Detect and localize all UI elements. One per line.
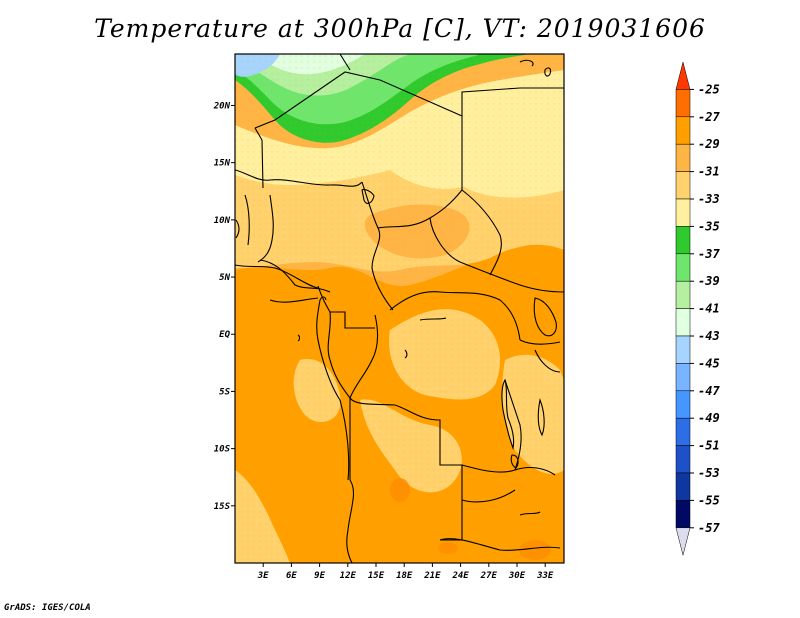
lat-tick-label: 15S <box>214 502 231 512</box>
colorbar-label: -47 <box>698 384 720 398</box>
colorbar-swatch <box>675 226 691 255</box>
lon-tick-label: 15E <box>368 571 385 581</box>
lat-tick-label: 15N <box>214 159 231 169</box>
lon-tick-label: 27E <box>480 571 498 581</box>
temperature-field <box>235 54 564 563</box>
lat-tick-label: 10N <box>214 216 231 226</box>
lon-tick-label: 3E <box>257 571 269 581</box>
lon-tick-label: 21E <box>423 571 441 581</box>
colorbar-label: -33 <box>698 192 720 206</box>
colorbar-swatch <box>675 500 691 529</box>
colorbar-swatch <box>675 363 691 392</box>
colorbar-label: -35 <box>698 219 720 233</box>
colorbar-swatch <box>675 116 691 145</box>
field-speckle <box>235 54 564 563</box>
lat-tick-label: 5S <box>219 387 230 397</box>
lat-tick-label: EQ <box>219 330 230 340</box>
colorbar-label: -39 <box>698 274 720 288</box>
lon-tick-label: 24E <box>451 571 469 581</box>
lon-tick-label: 30E <box>508 571 526 581</box>
map-title: Temperature at 300hPa [C], VT: 201903160… <box>94 14 706 43</box>
colorbar-swatch <box>675 171 691 200</box>
colorbar-swatch <box>675 61 691 90</box>
colorbar-swatch <box>675 89 691 118</box>
lon-tick-label: 18E <box>396 571 413 581</box>
colorbar-label: -37 <box>698 247 720 261</box>
colorbar-label: -57 <box>698 521 720 535</box>
colorbar-label: -25 <box>698 82 720 96</box>
colorbar-label: -29 <box>698 137 720 151</box>
coastlines <box>235 59 557 516</box>
lon-tick-label: 12E <box>340 571 357 581</box>
colorbar-label: -49 <box>698 411 720 425</box>
colorbar-swatch <box>675 280 691 309</box>
map-frame <box>234 53 565 564</box>
colorbar-swatch <box>675 527 691 556</box>
colorbar-swatch <box>675 308 691 337</box>
colorbar-label: -43 <box>698 329 720 343</box>
lat-tick-label: 10S <box>214 445 231 455</box>
colorbar-swatch <box>675 253 691 282</box>
colorbar-swatch <box>675 417 691 446</box>
colorbar-label: -27 <box>698 110 720 124</box>
colorbar-label: -31 <box>698 165 720 179</box>
colorbar-label: -41 <box>698 302 720 316</box>
colorbar-label: -55 <box>698 493 720 507</box>
lon-tick-label: 6E <box>286 571 297 581</box>
lat-tick-label: 20N <box>213 101 231 111</box>
lat-tick-label: 5N <box>219 273 230 283</box>
lon-tick-label: 33E <box>536 571 554 581</box>
longitude-axis: 3E 6E 9E 12E 15E 18E 21E 24E 27E 30E 33E <box>257 563 554 581</box>
colorbar-swatch <box>675 198 691 227</box>
political-boundaries <box>235 54 564 563</box>
latitude-axis: 20N 15N 10N 5N EQ 5S 10S 15S <box>213 101 235 512</box>
colorbar-swatch <box>675 335 691 364</box>
colorbar-swatch <box>675 143 691 172</box>
colorbar-label: -53 <box>698 466 720 480</box>
colorbar-swatch <box>675 390 691 419</box>
colorbar-label: -51 <box>698 439 720 453</box>
lon-tick-label: 9E <box>314 571 325 581</box>
colorbar-swatch <box>675 445 691 474</box>
colorbar-label: -45 <box>698 356 720 370</box>
colorbar: -25 -27 -29 -31 -33 -35 -37 -39 -41 -43 -45 -47 -49 -… <box>675 61 720 556</box>
grads-credit: GrADS: IGES/COLA <box>4 603 91 613</box>
colorbar-swatch <box>675 472 691 501</box>
